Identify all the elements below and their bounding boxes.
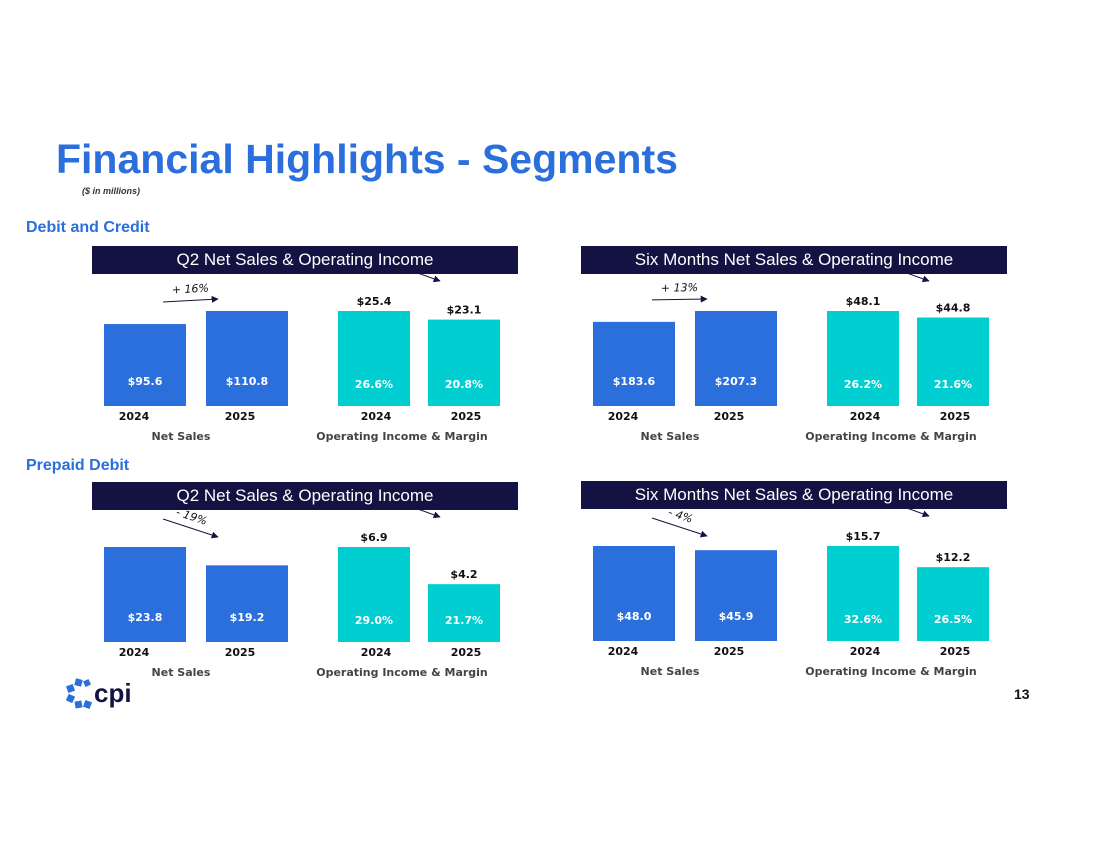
margin-label: 26.2%	[844, 378, 882, 391]
year-tick-label: 2024	[361, 646, 392, 659]
group-axis-label: Net Sales	[641, 665, 700, 678]
year-tick-label: 2025	[714, 645, 745, 658]
net-sales-bar	[104, 547, 186, 642]
year-tick-label: 2025	[225, 410, 256, 423]
chart-svg: $183.6 2024 $207.3 2025 Net Sales + 13% $48.1 2…	[593, 274, 989, 443]
operating-income-bar	[917, 317, 989, 406]
operating-income-bar	[917, 567, 989, 641]
operating-income-bar	[338, 547, 410, 642]
year-tick-label: 2024	[608, 410, 639, 423]
operating-income-bar	[428, 319, 500, 406]
year-tick-label: 2025	[451, 410, 482, 423]
group-axis-label: Net Sales	[641, 430, 700, 443]
bar-value-label: $110.8	[226, 375, 268, 388]
year-tick-label: 2024	[850, 645, 881, 658]
year-tick-label: 2024	[361, 410, 392, 423]
change-percent-label: + 16%	[171, 281, 209, 296]
operating-income-bar	[827, 546, 899, 641]
chart-panel-debit-credit-q2: Q2 Net Sales & Operating Income $95.6 202…	[92, 246, 518, 446]
panel-header: Q2 Net Sales & Operating Income	[92, 482, 518, 510]
change-arrow	[908, 509, 930, 518]
bar-value-label: $23.1	[447, 304, 482, 317]
operating-income-bar	[827, 311, 899, 406]
net-sales-bar	[206, 311, 288, 406]
year-tick-label: 2024	[119, 410, 150, 423]
net-sales-bar	[104, 324, 186, 406]
group-axis-label: Net Sales	[152, 666, 211, 679]
bar-value-label: $12.2	[936, 551, 971, 564]
page-title: Financial Highlights - Segments	[56, 136, 678, 182]
bar-value-label: $19.2	[230, 611, 265, 624]
change-arrow	[162, 518, 219, 539]
year-tick-label: 2025	[940, 410, 971, 423]
chart-svg: $23.8 2024 $19.2 2025 Net Sales - 19% $6.9 29.0…	[104, 510, 500, 679]
group-axis-label: Operating Income & Margin	[805, 430, 977, 443]
net-sales-bar	[695, 550, 777, 641]
bar-value-label: $183.6	[613, 375, 656, 388]
bar-value-label: $4.2	[450, 568, 477, 581]
bar-value-label: $23.8	[128, 611, 163, 624]
section-label-prepaid-debit: Prepaid Debit	[26, 457, 130, 474]
year-tick-label: 2025	[451, 646, 482, 659]
page-number: 13	[1014, 686, 1030, 702]
margin-label: 21.6%	[934, 378, 972, 391]
margin-label: 21.7%	[445, 614, 483, 627]
chart-svg: $48.0 2024 $45.9 2025 Net Sales - 4% $15.7 32.6…	[593, 509, 989, 678]
change-arrow	[419, 274, 441, 283]
net-sales-bar	[593, 321, 675, 406]
year-tick-label: 2024	[119, 646, 150, 659]
bar-value-label: $25.4	[357, 295, 392, 308]
bar-value-label: $48.0	[617, 610, 652, 623]
change-percent-label: - 19%	[174, 510, 208, 528]
chart-panel-prepaid-q2: Q2 Net Sales & Operating Income $23.8 202…	[92, 482, 518, 682]
bar-value-label: $15.7	[846, 530, 881, 543]
cpi-logo: cpi	[64, 676, 154, 710]
net-sales-bar	[593, 546, 675, 641]
change-arrow	[652, 295, 708, 303]
bar-value-label: $207.3	[715, 375, 757, 388]
chart-panel-prepaid-six-months: Six Months Net Sales & Operating Income …	[581, 481, 1007, 681]
net-sales-bar	[695, 311, 777, 406]
margin-label: 26.5%	[934, 613, 972, 626]
group-axis-label: Operating Income & Margin	[316, 430, 488, 443]
change-arrow	[419, 510, 441, 519]
operating-income-bar	[428, 584, 500, 642]
margin-label: 29.0%	[355, 614, 393, 627]
change-arrow	[651, 517, 708, 538]
group-axis-label: Net Sales	[152, 430, 211, 443]
bar-value-label: $44.8	[936, 302, 971, 315]
chart-svg: $95.6 2024 $110.8 2025 Net Sales + 16% $25.4 26…	[104, 274, 500, 443]
group-axis-label: Operating Income & Margin	[805, 665, 977, 678]
bar-value-label: $45.9	[719, 610, 754, 623]
panel-header: Six Months Net Sales & Operating Income	[581, 246, 1007, 274]
section-label-debit-credit: Debit and Credit	[26, 219, 150, 236]
chart-panel-debit-credit-six-months: Six Months Net Sales & Operating Income …	[581, 246, 1007, 446]
margin-label: 20.8%	[445, 378, 483, 391]
units-note: ($ in millions)	[82, 186, 141, 196]
change-arrow	[163, 295, 219, 303]
panel-header: Six Months Net Sales & Operating Income	[581, 481, 1007, 509]
net-sales-bar	[206, 565, 288, 642]
year-tick-label: 2025	[225, 646, 256, 659]
change-arrow	[908, 274, 930, 283]
bar-value-label: $6.9	[360, 531, 387, 544]
bar-value-label: $48.1	[846, 295, 881, 308]
panel-header: Q2 Net Sales & Operating Income	[92, 246, 518, 274]
operating-income-bar	[338, 311, 410, 406]
margin-label: 26.6%	[355, 378, 393, 391]
year-tick-label: 2024	[850, 410, 881, 423]
year-tick-label: 2024	[608, 645, 639, 658]
group-axis-label: Operating Income & Margin	[316, 666, 488, 679]
bar-value-label: $95.6	[128, 375, 163, 388]
change-percent-label: + 13%	[661, 281, 698, 295]
year-tick-label: 2025	[940, 645, 971, 658]
cpi-logo-icon: cpi	[65, 678, 132, 709]
logo-text: cpi	[94, 678, 132, 708]
margin-label: 32.6%	[844, 613, 882, 626]
change-percent-label: - 4%	[667, 509, 695, 526]
year-tick-label: 2025	[714, 410, 745, 423]
